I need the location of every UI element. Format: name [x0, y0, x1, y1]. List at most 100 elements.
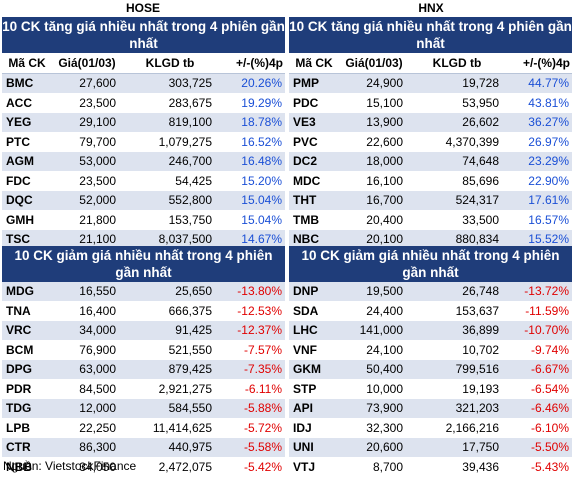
- price-cell: 18,000: [366, 154, 403, 169]
- price-cell: 84,500: [79, 381, 116, 396]
- price-cell: 20,600: [366, 440, 403, 455]
- price-cell: 16,400: [79, 303, 116, 318]
- volume-cell: 2,472,075: [158, 459, 212, 474]
- volume-cell: 584,550: [168, 401, 212, 416]
- volume-cell: 85,696: [462, 173, 499, 188]
- price-cell: 8,700: [372, 459, 403, 474]
- stock-code: TDG: [6, 401, 32, 416]
- volume-cell: 26,748: [462, 284, 499, 299]
- stock-code: GKM: [293, 362, 321, 377]
- column-change: +/-(%)4p: [522, 56, 570, 70]
- stock-code: DNP: [293, 284, 319, 299]
- volume-cell: 11,414,625: [152, 420, 212, 435]
- stock-code: CTR: [6, 440, 31, 455]
- volume-cell: 2,921,275: [158, 381, 212, 396]
- volume-cell: 19,193: [462, 381, 499, 396]
- price-cell: 34,050: [79, 459, 116, 474]
- hose-title: HOSE: [125, 1, 160, 15]
- table-row: AGM 53,000 246,700 16.48%: [2, 152, 285, 172]
- source-note: Nguồn: VietstockFinance: [3, 459, 137, 473]
- column-header-row: Mã CK Giá(01/03) KLGD tb +/-(%)4p: [2, 53, 285, 74]
- table-row: PTC 79,700 1,079,275 16.52%: [2, 132, 285, 152]
- change-cell: 15.20%: [241, 173, 282, 188]
- table-row: TMB 20,400 33,500 16.57%: [289, 210, 572, 230]
- change-cell: -6.10%: [530, 420, 569, 435]
- stock-code: LHC: [293, 323, 318, 338]
- volume-cell: 33,500: [462, 212, 499, 227]
- price-cell: 73,900: [366, 401, 403, 416]
- table-row: VTJ 8,700 39,436 -5.43%: [289, 457, 572, 477]
- volume-cell: 153,750: [168, 212, 212, 227]
- table-row: NBC 20,100 880,834 15.52%: [289, 230, 572, 250]
- change-cell: 15.52%: [528, 232, 569, 247]
- volume-cell: 879,425: [168, 362, 212, 377]
- volume-cell: 74,648: [462, 154, 499, 169]
- table-row: STP 10,000 19,193 -6.54%: [289, 379, 572, 399]
- table-row: API 73,900 321,203 -6.46%: [289, 399, 572, 419]
- stock-code: SDA: [293, 303, 319, 318]
- price-cell: 22,600: [366, 134, 403, 149]
- change-cell: 26.97%: [528, 134, 569, 149]
- volume-cell: 54,425: [175, 173, 212, 188]
- price-cell: 76,900: [79, 342, 116, 357]
- table-row: VRC 34,000 91,425 -12.37%: [2, 321, 285, 341]
- stock-code: PVC: [293, 134, 318, 149]
- change-cell: 16.52%: [241, 134, 282, 149]
- price-cell: 34,000: [79, 323, 116, 338]
- stock-code: VRC: [6, 323, 32, 338]
- hose-losers-panel: 10 CK giảm giá nhiều nhất trong 4 phiên …: [2, 246, 285, 477]
- volume-cell: 1,079,275: [158, 134, 212, 149]
- stock-code: BCM: [6, 342, 34, 357]
- panel-header: 10 CK giảm giá nhiều nhất trong 4 phiên …: [2, 246, 285, 282]
- stock-code: VE3: [293, 115, 316, 130]
- change-cell: 18.78%: [241, 115, 282, 130]
- volume-cell: 10,702: [462, 342, 499, 357]
- volume-cell: 321,203: [455, 401, 499, 416]
- table-row: LPB 22,250 11,414,625 -5.72%: [2, 418, 285, 438]
- stock-code: IDJ: [293, 420, 312, 435]
- stock-code: DC2: [293, 154, 318, 169]
- column-header-row: Mã CK Giá(01/03) KLGD tb +/-(%)4p: [289, 53, 572, 74]
- table-row: DC2 18,000 74,648 23.29%: [289, 152, 572, 172]
- price-cell: 16,550: [79, 284, 116, 299]
- panel-header: 10 CK tăng giá nhiều nhất trong 4 phiên …: [289, 17, 572, 53]
- stock-code: PTC: [6, 134, 30, 149]
- table-row: TDG 12,000 584,550 -5.88%: [2, 399, 285, 419]
- stock-code: MDC: [293, 173, 321, 188]
- volume-cell: 283,675: [168, 95, 212, 110]
- change-cell: -6.67%: [530, 362, 569, 377]
- change-cell: 16.48%: [241, 154, 282, 169]
- price-cell: 23,500: [79, 173, 116, 188]
- volume-cell: 17,750: [462, 440, 499, 455]
- volume-cell: 819,100: [168, 115, 212, 130]
- hnx-losers-panel: 10 CK giảm giá nhiều nhất trong 4 phiên …: [289, 246, 572, 477]
- price-cell: 15,100: [366, 95, 403, 110]
- table-row: PMP 24,900 19,728 44.77%: [289, 74, 572, 94]
- table-row: VE3 13,900 26,602 36.27%: [289, 113, 572, 133]
- change-cell: 16.57%: [528, 212, 569, 227]
- change-cell: 17.61%: [528, 193, 569, 208]
- volume-cell: 26,602: [462, 115, 499, 130]
- panel-header: 10 CK giảm giá nhiều nhất trong 4 phiên …: [289, 246, 572, 282]
- column-volume: KLGD tb: [432, 56, 482, 70]
- table-row: NBB 34,050 2,472,075 -5.42%: [2, 457, 285, 477]
- change-cell: -5.43%: [530, 459, 569, 474]
- volume-cell: 521,550: [168, 342, 212, 357]
- stock-code: THT: [293, 193, 317, 208]
- volume-cell: 246,700: [168, 154, 212, 169]
- price-cell: 16,100: [366, 173, 403, 188]
- change-cell: 15.04%: [241, 193, 282, 208]
- table-row: GMH 21,800 153,750 15.04%: [2, 210, 285, 230]
- price-cell: 53,000: [79, 154, 116, 169]
- price-cell: 20,400: [366, 212, 403, 227]
- volume-cell: 19,728: [462, 76, 499, 91]
- change-cell: -5.72%: [243, 420, 282, 435]
- volume-cell: 552,800: [168, 193, 212, 208]
- hnx-title: HNX: [418, 1, 444, 15]
- change-cell: -5.88%: [243, 401, 282, 416]
- change-cell: -13.72%: [524, 284, 569, 299]
- column-code: Mã CK: [8, 56, 46, 70]
- change-cell: 22.90%: [528, 173, 569, 188]
- table-row: PVC 22,600 4,370,399 26.97%: [289, 132, 572, 152]
- table-row: ACC 23,500 283,675 19.29%: [2, 93, 285, 113]
